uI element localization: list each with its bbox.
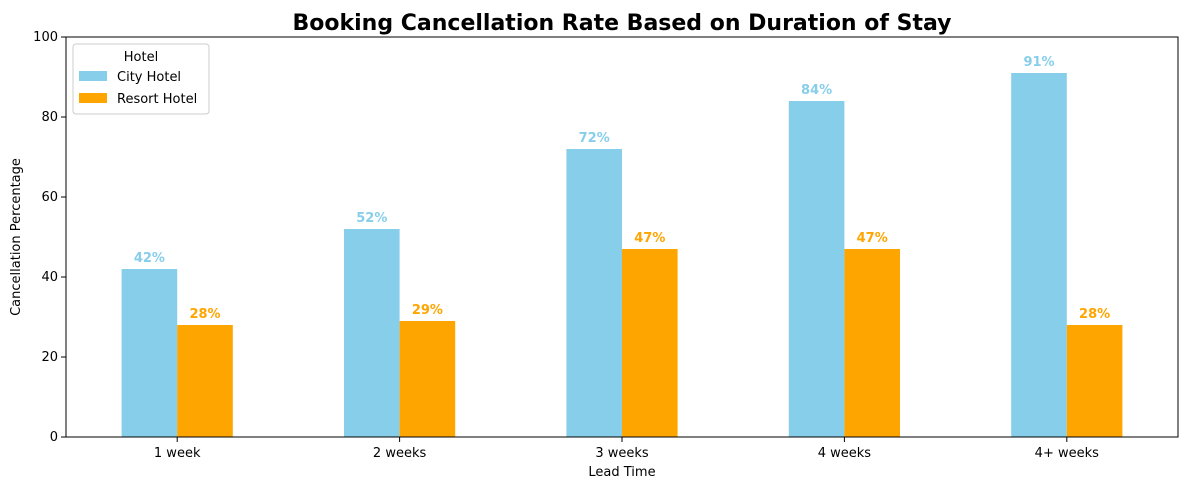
x-tick-label: 4 weeks [818,446,872,461]
bar-city-hotel-2-weeks [344,229,400,437]
legend-swatch-resort-hotel [79,93,107,103]
legend: Hotel City Hotel Resort Hotel [72,43,210,115]
y-tick-label: 20 [41,350,58,365]
x-tick-label: 1 week [154,446,201,461]
x-tick-label: 3 weeks [595,446,649,461]
y-tick-label: 60 [41,190,58,205]
data-label-resort-hotel: 47% [634,231,665,246]
data-label-resort-hotel: 29% [412,303,443,318]
bar-city-hotel-4-weeks [788,101,845,437]
data-label-city-hotel: 52% [356,211,387,226]
data-label-city-hotel: 72% [579,131,610,146]
data-label-city-hotel: 42% [134,251,165,266]
data-label-resort-hotel: 28% [189,307,220,322]
x-axis-label: Lead Time [588,465,655,480]
data-label-city-hotel: 91% [1023,55,1054,70]
bars [121,73,1123,437]
plot-frame [65,36,1179,438]
data-label-city-hotel: 84% [801,83,832,98]
bar-resort-hotel-4-weeks [1066,325,1123,437]
y-axis-label: Cancellation Percentage [9,158,24,316]
y-tick-label: 40 [41,270,58,285]
bar-city-hotel-4-weeks [1011,73,1067,437]
legend-swatch-city-hotel [79,71,107,81]
bar-resort-hotel-3-weeks [622,249,678,437]
y-axis-ticks: 0 20 40 60 80 100 [33,30,66,445]
x-axis-ticks: 1 week 2 weeks 3 weeks 4 weeks 4+ weeks [154,437,1099,461]
data-label-resort-hotel: 47% [857,231,888,246]
legend-title: Hotel [124,50,158,65]
data-labels: 42% 28% 52% 29% 72% 47% 84% 47% 91% 28% [134,55,1110,322]
bar-resort-hotel-1-week [177,325,233,437]
bar-city-hotel-3-weeks [566,149,622,437]
x-tick-label: 4+ weeks [1035,446,1099,461]
y-tick-label: 100 [33,30,58,45]
y-tick-label: 80 [41,110,58,125]
bar-resort-hotel-4-weeks [844,249,900,437]
x-tick-label: 2 weeks [373,446,427,461]
data-label-resort-hotel: 28% [1079,307,1110,322]
y-tick-label: 0 [50,430,58,445]
legend-label-resort-hotel: Resort Hotel [117,92,197,107]
bar-resort-hotel-2-weeks [399,321,456,437]
chart-title: Booking Cancellation Rate Based on Durat… [293,11,952,36]
legend-label-city-hotel: City Hotel [117,70,181,85]
bar-city-hotel-1-week [121,269,178,437]
